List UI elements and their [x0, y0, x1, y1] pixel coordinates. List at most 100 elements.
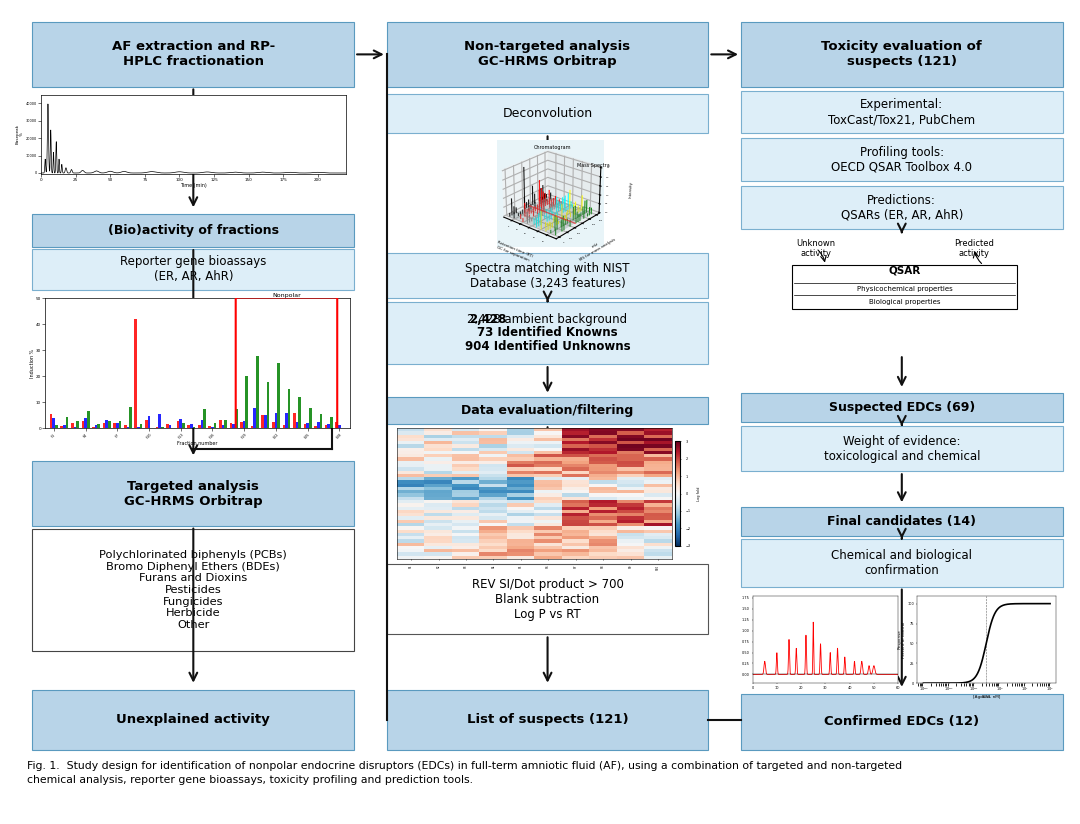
FancyBboxPatch shape [741, 539, 1063, 587]
Bar [179, 419, 183, 428]
X-axis label: Time (min): Time (min) [180, 184, 206, 189]
Bar [274, 413, 278, 428]
Bar [240, 422, 243, 428]
FancyBboxPatch shape [32, 214, 354, 247]
Bar [338, 425, 340, 428]
Text: Biological properties: Biological properties [868, 298, 941, 305]
Text: Data evaluation/filtering: Data evaluation/filtering [461, 405, 634, 417]
Bar [106, 420, 108, 428]
Text: Non-targeted analysis
GC-HRMS Orbitrap: Non-targeted analysis GC-HRMS Orbitrap [464, 40, 631, 68]
Bar [50, 414, 53, 428]
Text: Polychlorinated biphenyls (PCBs)
Bromo Diphenyl Ethers (BDEs)
Furans and Dioxins: Polychlorinated biphenyls (PCBs) Bromo D… [99, 550, 287, 630]
FancyBboxPatch shape [387, 564, 708, 634]
FancyBboxPatch shape [32, 461, 354, 526]
FancyBboxPatch shape [741, 186, 1063, 229]
Text: QSAR: QSAR [889, 265, 920, 276]
Bar [230, 423, 232, 428]
Bar [256, 356, 259, 428]
FancyBboxPatch shape [741, 507, 1063, 536]
Bar [327, 424, 330, 428]
Bar [296, 422, 298, 428]
Bar [320, 414, 322, 428]
Bar [303, 424, 307, 428]
Bar [73, 427, 77, 428]
Bar [251, 426, 254, 428]
Bar [203, 409, 206, 428]
Bar [168, 425, 172, 428]
Text: 2,428 ambient background: 2,428 ambient background [468, 312, 627, 325]
Text: Unexplained activity: Unexplained activity [117, 714, 270, 726]
Bar [283, 425, 285, 428]
Bar [66, 417, 68, 428]
Text: REV SI/Dot product > 700
Blank subtraction
Log P vs RT: REV SI/Dot product > 700 Blank subtracti… [472, 578, 623, 621]
Text: 2,428: 2,428 [470, 312, 507, 325]
Bar [95, 425, 97, 428]
Text: 904 Identified Unknowns: 904 Identified Unknowns [464, 340, 631, 353]
Bar [211, 427, 214, 428]
Bar [298, 397, 301, 428]
Bar [55, 425, 58, 428]
Bar [314, 426, 316, 428]
Bar [82, 421, 84, 428]
Bar [187, 424, 190, 428]
Text: 73 Identified Knowns: 73 Identified Knowns [477, 326, 618, 339]
Bar [214, 423, 216, 428]
Bar [60, 426, 63, 428]
Text: Chemical and biological
confirmation: Chemical and biological confirmation [832, 549, 972, 577]
FancyBboxPatch shape [741, 22, 1063, 87]
Text: Chromatogram: Chromatogram [535, 145, 571, 150]
Bar [232, 424, 235, 428]
Bar [145, 420, 148, 428]
FancyBboxPatch shape [32, 22, 354, 87]
FancyBboxPatch shape [387, 397, 708, 424]
Bar [71, 423, 73, 428]
Bar [219, 420, 221, 428]
Text: Weight of evidence:
toxicological and chemical: Weight of evidence: toxicological and ch… [824, 435, 980, 462]
Bar [307, 423, 309, 428]
Text: Deconvolution: Deconvolution [502, 107, 593, 120]
Y-axis label: Basepeak
%: Basepeak % [15, 124, 24, 144]
Bar [177, 420, 179, 428]
Text: AF extraction and RP-
HPLC fractionation: AF extraction and RP- HPLC fractionation [111, 40, 275, 68]
Bar [134, 319, 137, 428]
FancyBboxPatch shape [741, 426, 1063, 471]
Bar [225, 419, 227, 428]
Text: Fig. 1.  Study design for identification of nonpolar endocrine disruptors (EDCs): Fig. 1. Study design for identification … [27, 761, 902, 770]
X-axis label: Retention time (RT)
GC for separation: Retention time (RT) GC for separation [495, 240, 534, 263]
Bar [336, 422, 338, 428]
Text: Targeted analysis
GC-HRMS Orbitrap: Targeted analysis GC-HRMS Orbitrap [124, 480, 262, 508]
Bar [198, 424, 201, 428]
Text: Predictions:
QSARs (ER, AR, AhR): Predictions: QSARs (ER, AR, AhR) [840, 194, 963, 222]
Bar [325, 425, 327, 428]
FancyBboxPatch shape [32, 529, 354, 651]
Bar [235, 410, 238, 428]
Text: (Bio)activity of fractions: (Bio)activity of fractions [108, 224, 279, 237]
Bar [221, 425, 225, 428]
Bar [139, 424, 143, 428]
Text: Physicochemical properties: Physicochemical properties [856, 286, 953, 292]
Bar [190, 424, 192, 428]
FancyBboxPatch shape [387, 253, 708, 298]
Text: Unknown
activity: Unknown activity [796, 239, 836, 258]
Bar [208, 426, 211, 428]
Text: Final candidates (14): Final candidates (14) [827, 515, 976, 527]
Bar [161, 427, 163, 428]
Bar [309, 408, 312, 428]
FancyBboxPatch shape [387, 22, 708, 87]
Y-axis label: m/z
MS for mass analysis: m/z MS for mass analysis [577, 233, 617, 262]
Bar [316, 422, 320, 428]
Bar [126, 427, 130, 428]
Bar [245, 377, 248, 428]
Text: Toxicity evaluation of
suspects (121): Toxicity evaluation of suspects (121) [822, 40, 982, 68]
Text: Mass Spectra: Mass Spectra [577, 163, 610, 168]
Bar [192, 427, 195, 428]
Bar [264, 415, 267, 428]
Bar [63, 425, 66, 428]
FancyBboxPatch shape [32, 690, 354, 750]
FancyBboxPatch shape [387, 690, 708, 750]
Bar [116, 423, 119, 428]
Bar [113, 424, 116, 428]
Text: Profiling tools:
OECD QSAR Toolbox 4.0: Profiling tools: OECD QSAR Toolbox 4.0 [832, 146, 972, 174]
Text: Predicted
activity: Predicted activity [954, 239, 994, 258]
FancyBboxPatch shape [741, 138, 1063, 181]
